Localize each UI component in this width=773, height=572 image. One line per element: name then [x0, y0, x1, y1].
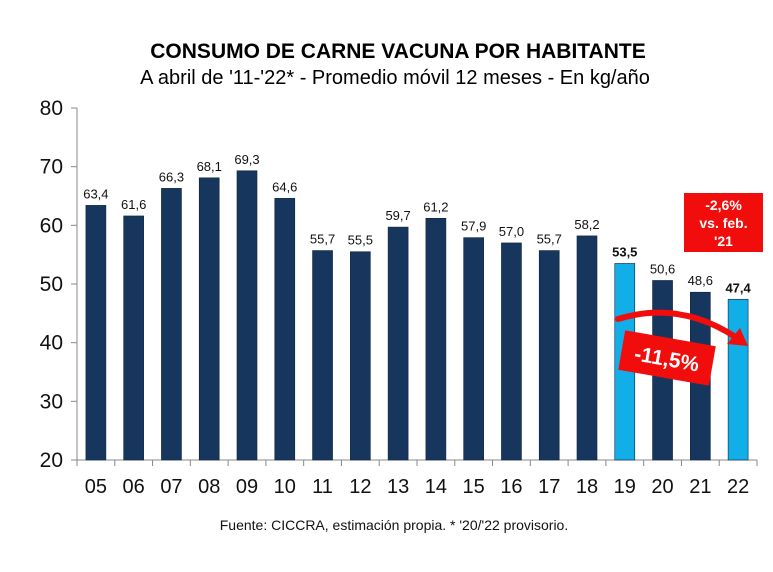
data-label-07: 66,3	[159, 169, 184, 184]
x-tick-label: 17	[538, 476, 560, 498]
data-label-18: 58,2	[574, 217, 599, 232]
x-tick-label: 07	[160, 476, 182, 498]
bar-16	[501, 242, 522, 461]
x-tick-label: 19	[614, 476, 636, 498]
arrow-curve	[615, 309, 740, 341]
x-tick-label: 06	[123, 476, 145, 498]
x-tick-label: 21	[689, 476, 711, 498]
x-tick-label: 13	[387, 476, 409, 498]
data-label-09: 69,3	[234, 152, 259, 167]
x-axis: 05 06 07 08 09 10 11 12 13 14 15 16 17 18 19 20 21 22	[71, 459, 758, 498]
x-tick-label: 09	[236, 476, 258, 498]
y-tick-label: 60	[40, 214, 63, 237]
x-tick-label: 08	[198, 476, 220, 498]
change-badge-bg	[618, 330, 716, 386]
bar-17	[538, 250, 560, 461]
data-label-19: 53,5	[612, 244, 637, 259]
bar-12	[350, 251, 371, 461]
arrow-head-icon	[727, 328, 748, 346]
bar-10	[274, 198, 296, 461]
bar-14	[425, 217, 447, 461]
data-label-20: 50,6	[650, 261, 675, 276]
x-tick-label: 12	[349, 476, 371, 498]
data-label-06: 61,6	[121, 197, 146, 212]
bar-09	[236, 170, 258, 461]
y-tick-label: 50	[40, 273, 63, 296]
bar-05	[85, 205, 107, 461]
data-label-08: 68,1	[197, 159, 222, 174]
bar-07	[161, 188, 182, 461]
x-tick-label: 05	[85, 476, 107, 498]
y-tick-label: 70	[40, 156, 63, 179]
change-badge: -11,5%	[618, 330, 716, 386]
trend-arrow	[615, 309, 748, 346]
bar-11	[312, 250, 333, 461]
data-label-10: 64,6	[272, 179, 297, 194]
x-tick-label: 14	[425, 476, 447, 498]
y-tick-label: 30	[40, 390, 63, 413]
data-label-05: 63,4	[83, 186, 108, 201]
x-tick-label: 10	[274, 476, 296, 498]
y-tick-label: 40	[40, 332, 63, 355]
source-note: Fuente: CICCRA, estimación propia. * '20…	[220, 517, 569, 533]
data-label-21: 48,6	[688, 273, 713, 288]
data-label-17: 55,7	[537, 232, 562, 247]
x-tick-label: 11	[312, 476, 333, 498]
y-axis: 20 30 40 50 60 70 80	[40, 97, 78, 472]
data-label-16: 57,0	[499, 224, 524, 239]
x-tick-label: 16	[500, 476, 522, 498]
callout-box: -2,6% vs. feb. '21	[684, 193, 763, 252]
callout-line-1: -2,6%	[705, 197, 742, 213]
data-label-12: 55,5	[348, 233, 373, 248]
bar-08	[198, 177, 220, 461]
chart-title: CONSUMO DE CARNE VACUNA POR HABITANTE	[150, 40, 645, 63]
callout-line-3: '21	[714, 233, 733, 249]
bar-18	[576, 235, 598, 461]
bar-15	[463, 237, 484, 461]
chart-subtitle: A abril de '11-'22* - Promedio móvil 12 …	[140, 67, 650, 89]
callout-box-bg	[684, 193, 763, 252]
bar-22	[727, 298, 749, 461]
x-tick-label: 22	[727, 476, 749, 498]
data-labels: 63,4 61,6 66,3 68,1 69,3 64,6 55,7 55,5 59,7 61,2…	[83, 152, 751, 295]
y-tick-label: 20	[40, 449, 63, 472]
bar-13	[387, 226, 409, 461]
x-tick-label: 15	[463, 476, 485, 498]
bar-06	[123, 215, 144, 461]
data-label-13: 59,7	[385, 208, 410, 223]
data-label-22: 47,4	[725, 280, 751, 295]
x-tick-label: 18	[576, 476, 598, 498]
data-label-14: 61,2	[423, 199, 448, 214]
data-label-11: 55,7	[310, 232, 335, 247]
callout-line-2: vs. feb.	[699, 215, 747, 231]
y-tick-label: 80	[40, 97, 63, 120]
x-tick-label: 20	[651, 476, 673, 498]
data-label-15: 57,9	[461, 219, 486, 234]
